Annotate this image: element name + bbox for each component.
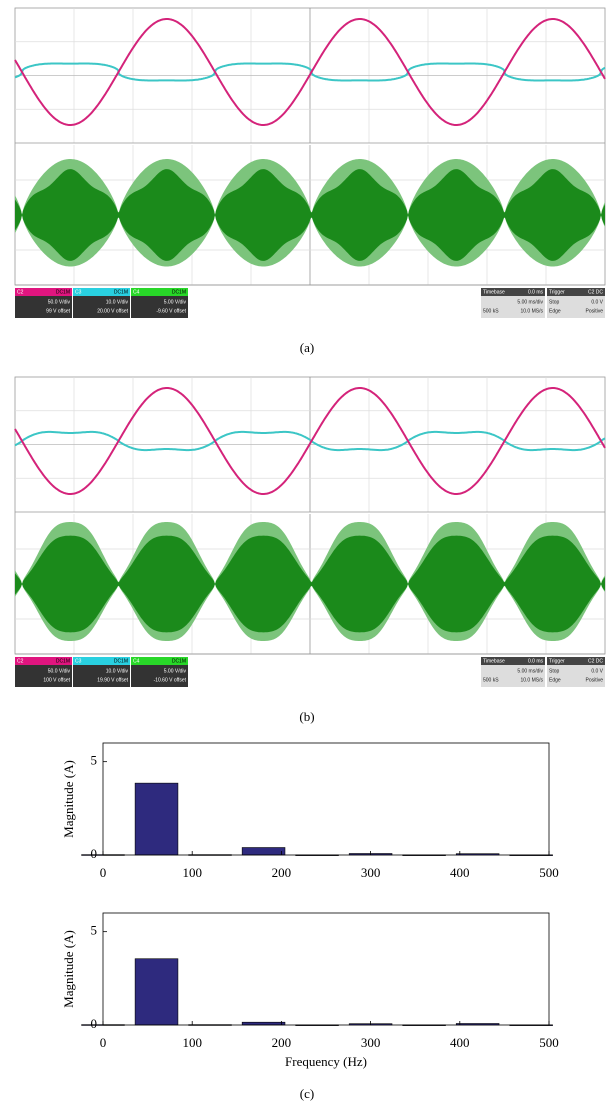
x-tick-label: 300	[361, 865, 381, 880]
x-tick-label: 100	[182, 1035, 202, 1050]
x-tick-label: 100	[182, 865, 202, 880]
scope-readout: 10.0 MS/s	[520, 677, 543, 683]
channel-label: C4	[133, 658, 140, 664]
caption: (b)	[299, 709, 314, 724]
channel-scale: 10.0 V/div	[106, 668, 129, 674]
scope-readout: Positive	[585, 677, 603, 683]
scope-readout: Stop	[549, 668, 560, 674]
channel-scale: 50.0 V/div	[48, 299, 71, 305]
scope-readout: Stop	[549, 299, 560, 305]
channel-coupling: DC1M	[172, 289, 186, 295]
scope-readout: 0.0 V	[591, 299, 603, 305]
scope-readout: 0.0 ms	[528, 289, 544, 295]
channel-scale: 50.0 V/div	[48, 668, 71, 674]
channel-offset: 20.00 V offset	[97, 308, 128, 314]
bar	[242, 1022, 285, 1025]
scope-screen: C2 DC1M 50.0 V/div 100 V offset C3 DC1M 10.0 V…	[15, 377, 605, 687]
scope-readout: 10.0 MS/s	[520, 308, 543, 314]
y-axis-label: Magnitude (A)	[61, 930, 76, 1008]
channel-scale: 5.00 V/div	[164, 668, 187, 674]
x-tick-label: 500	[539, 865, 559, 880]
bar	[242, 848, 285, 855]
channel-label: C4	[133, 289, 140, 295]
caption: (a)	[300, 340, 314, 355]
scope-readout: 500 kS	[483, 308, 499, 314]
scope-readout: 0.0 V	[591, 668, 603, 674]
channel-label: C2	[17, 289, 24, 295]
channel-label: C3	[75, 289, 82, 295]
x-tick-label: 400	[450, 865, 470, 880]
x-tick-label: 0	[100, 865, 107, 880]
scope-readout: 5.00 ms/div	[517, 299, 543, 305]
channel-label: C3	[75, 658, 82, 664]
y-tick-label: 0	[91, 846, 98, 861]
x-tick-label: 200	[272, 865, 292, 880]
channel-coupling: DC1M	[114, 658, 128, 664]
x-tick-label: 0	[100, 1035, 107, 1050]
x-tick-label: 500	[539, 1035, 559, 1050]
x-axis-label: Frequency (Hz)	[285, 1054, 367, 1069]
x-tick-label: 400	[450, 1035, 470, 1050]
scope-readout: C2 DC	[588, 289, 603, 295]
x-tick-label: 200	[272, 1035, 292, 1050]
channel-coupling: DC1M	[114, 289, 128, 295]
channel-scale: 5.00 V/div	[164, 299, 187, 305]
channel-coupling: DC1M	[56, 658, 70, 664]
channel-label: C2	[17, 658, 24, 664]
x-tick-label: 300	[361, 1035, 381, 1050]
scope-readout: Edge	[549, 308, 561, 314]
scope-readout: Edge	[549, 677, 561, 683]
scope-readout: Timebase	[483, 289, 505, 295]
channel-offset: 99 V offset	[46, 308, 70, 314]
caption: (c)	[300, 1086, 314, 1101]
channel-offset: -9.60 V offset	[156, 308, 186, 314]
channel-offset: 100 V offset	[43, 677, 70, 683]
scope-readout: 500 kS	[483, 677, 499, 683]
channel-scale: 10.0 V/div	[106, 299, 129, 305]
channel-offset: -10.60 V offset	[154, 677, 187, 683]
scope-readout: C2 DC	[588, 658, 603, 664]
y-tick-label: 5	[91, 753, 98, 768]
figure: C2 DC1M 50.0 V/div 99 V offset C3 DC1M 10.0 V/…	[0, 0, 613, 1110]
y-tick-label: 0	[91, 1016, 98, 1031]
scope-readout: Trigger	[549, 658, 565, 664]
y-axis-label: Magnitude (A)	[61, 760, 76, 838]
scope-readout: Positive	[585, 308, 603, 314]
scope-readout: 5.00 ms/div	[517, 668, 543, 674]
scope-readout: Trigger	[549, 289, 565, 295]
scope-screen: C2 DC1M 50.0 V/div 99 V offset C3 DC1M 10.0 V/…	[15, 8, 605, 318]
bar	[135, 959, 178, 1025]
scope-readout: 0.0 ms	[528, 658, 544, 664]
channel-coupling: DC1M	[56, 289, 70, 295]
bar	[135, 783, 178, 855]
channel-offset: 19.90 V offset	[97, 677, 128, 683]
page: C2 DC1M 50.0 V/div 99 V offset C3 DC1M 10.0 V/…	[0, 0, 613, 1110]
scope-readout: Timebase	[483, 658, 505, 664]
y-tick-label: 5	[91, 923, 98, 938]
channel-coupling: DC1M	[172, 658, 186, 664]
